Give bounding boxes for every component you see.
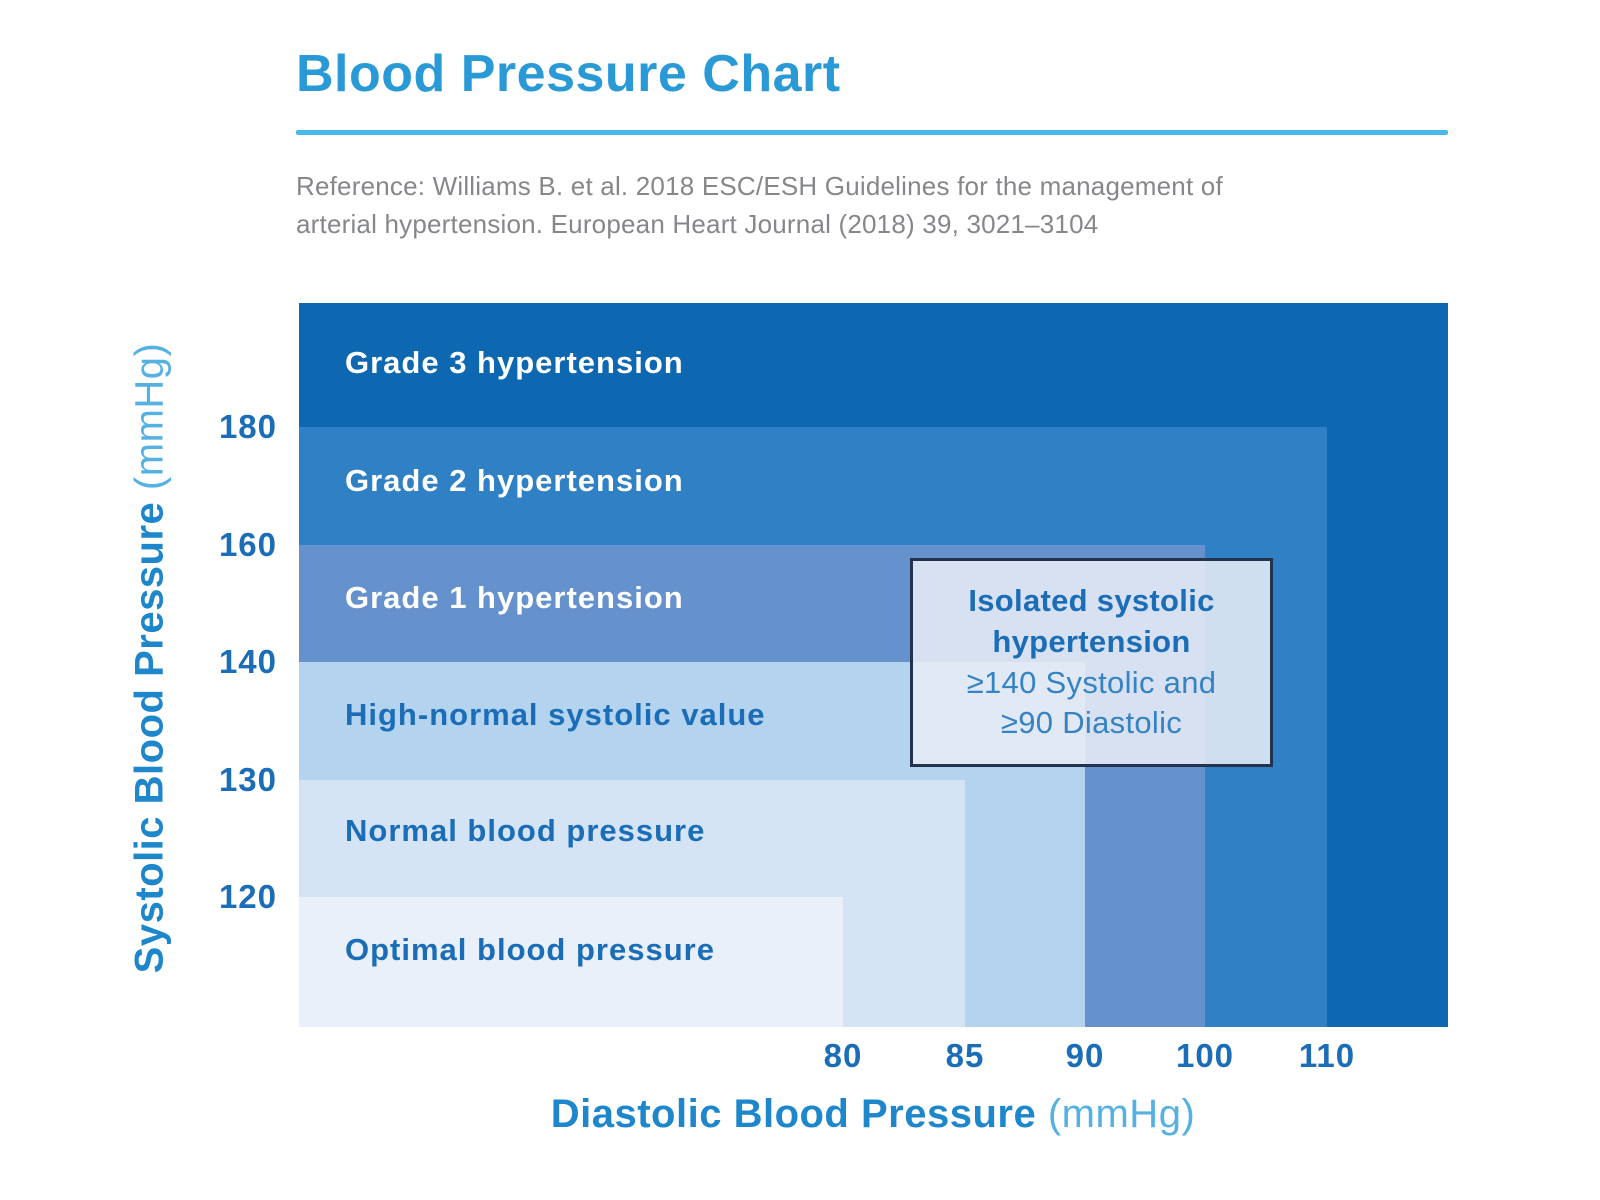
callout-title-line-1: Isolated systolic: [968, 582, 1215, 618]
x-axis-title-text: Diastolic Blood Pressure: [550, 1092, 1037, 1136]
y-tick-label-140: 140: [218, 643, 277, 680]
x-tick-label-85: 85: [945, 1037, 985, 1074]
reference-citation: Reference: Williams B. et al. 2018 ESC/E…: [296, 167, 1223, 243]
band-label-optimal: Optimal blood pressure: [345, 932, 715, 967]
page-title: Blood Pressure Chart: [296, 45, 841, 103]
band-label-high-normal: High-normal systolic value: [345, 697, 766, 732]
x-axis-title-unit: (mmHg): [1047, 1092, 1196, 1136]
x-tick-label-90: 90: [1065, 1037, 1105, 1074]
band-label-grade-3: Grade 3 hypertension: [345, 345, 684, 380]
band-label-grade-1: Grade 1 hypertension: [345, 580, 684, 615]
x-axis-title: Diastolic Blood Pressure (mmHg): [551, 1092, 1196, 1137]
y-tick-label-120: 120: [218, 878, 277, 915]
band-label-normal: Normal blood pressure: [345, 813, 706, 848]
callout-criteria-diastolic: ≥90 Diastolic: [1000, 705, 1183, 741]
y-tick-label-130: 130: [218, 761, 277, 798]
x-tick-label-80: 80: [823, 1037, 863, 1074]
region-optimal: [299, 897, 843, 1027]
bp-classification-plot: Grade 3 hypertension Grade 2 hypertensio…: [299, 303, 1448, 1027]
y-axis-title-text: Systolic Blood Pressure: [127, 501, 172, 974]
callout-criteria-systolic: ≥140 Systolic and: [966, 664, 1217, 700]
band-label-grade-2: Grade 2 hypertension: [345, 463, 684, 498]
title-underline: [296, 130, 1448, 135]
y-axis-title-unit: (mmHg): [127, 342, 172, 491]
reference-line-2: arterial hypertension. European Heart Jo…: [296, 209, 1099, 239]
isolated-systolic-hypertension-callout: Isolated systolic hypertension ≥140 Syst…: [910, 558, 1273, 767]
y-axis-title: Systolic Blood Pressure (mmHg): [128, 343, 173, 974]
callout-title-line-2: hypertension: [992, 623, 1191, 659]
y-tick-label-160: 160: [218, 526, 277, 563]
x-tick-label-110: 110: [1298, 1037, 1356, 1074]
reference-line-1: Reference: Williams B. et al. 2018 ESC/E…: [296, 171, 1223, 201]
x-tick-label-100: 100: [1175, 1037, 1235, 1074]
y-tick-label-180: 180: [218, 408, 277, 445]
